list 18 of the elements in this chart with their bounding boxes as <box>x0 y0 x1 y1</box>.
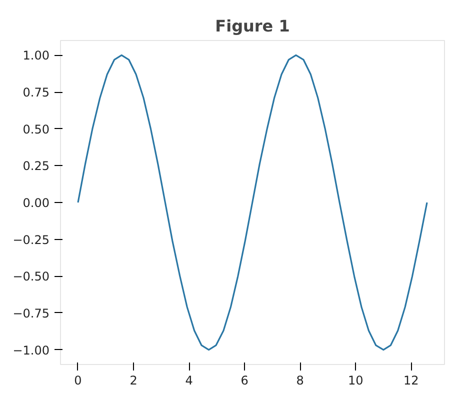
y-tick-label: 0.00 <box>22 196 50 210</box>
y-tick-label: 1.00 <box>22 48 50 63</box>
x-tick-label: 8 <box>296 374 304 388</box>
x-tick-label: 12 <box>404 374 419 388</box>
line-series <box>77 54 428 351</box>
y-tick-label: 0.25 <box>22 159 50 174</box>
y-tick-label: −0.75 <box>12 306 50 320</box>
y-tick-label: 0.75 <box>22 86 50 100</box>
y-tick-label: 0.50 <box>22 122 50 136</box>
x-tick-label: 4 <box>185 374 193 388</box>
x-tick-label: 2 <box>130 374 138 388</box>
x-tick-label: 10 <box>348 374 364 388</box>
y-tick-label: −1.00 <box>12 343 50 358</box>
y-tick-label: −0.25 <box>12 232 50 247</box>
x-tick-label: 0 <box>74 374 82 388</box>
y-tick-label: −0.50 <box>12 270 50 284</box>
x-tick-label: 6 <box>240 374 248 388</box>
chart-title: Figure 1 <box>215 16 290 36</box>
